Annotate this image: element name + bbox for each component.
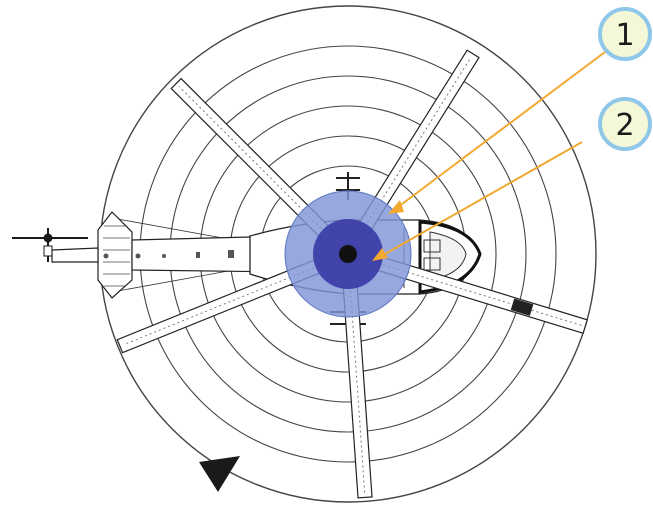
callout-1-leader [393,51,606,211]
callout-1-label: 1 [615,18,634,53]
callout-2-badge [598,97,652,151]
callout-1: 1 [598,7,652,61]
callout-1-badge [598,7,652,61]
callout-2-leader [377,141,583,259]
callout-2: 2 [598,97,652,151]
rotation-arrow-icon [199,456,240,492]
tail-boom [51,247,99,263]
callout-2-arrowhead [372,248,388,261]
callout-leaders [377,51,606,259]
callout-2-label: 2 [615,108,634,143]
rotor-hub-center [339,245,357,263]
tail-fin [97,211,133,299]
callout-1-arrowhead [388,200,404,214]
